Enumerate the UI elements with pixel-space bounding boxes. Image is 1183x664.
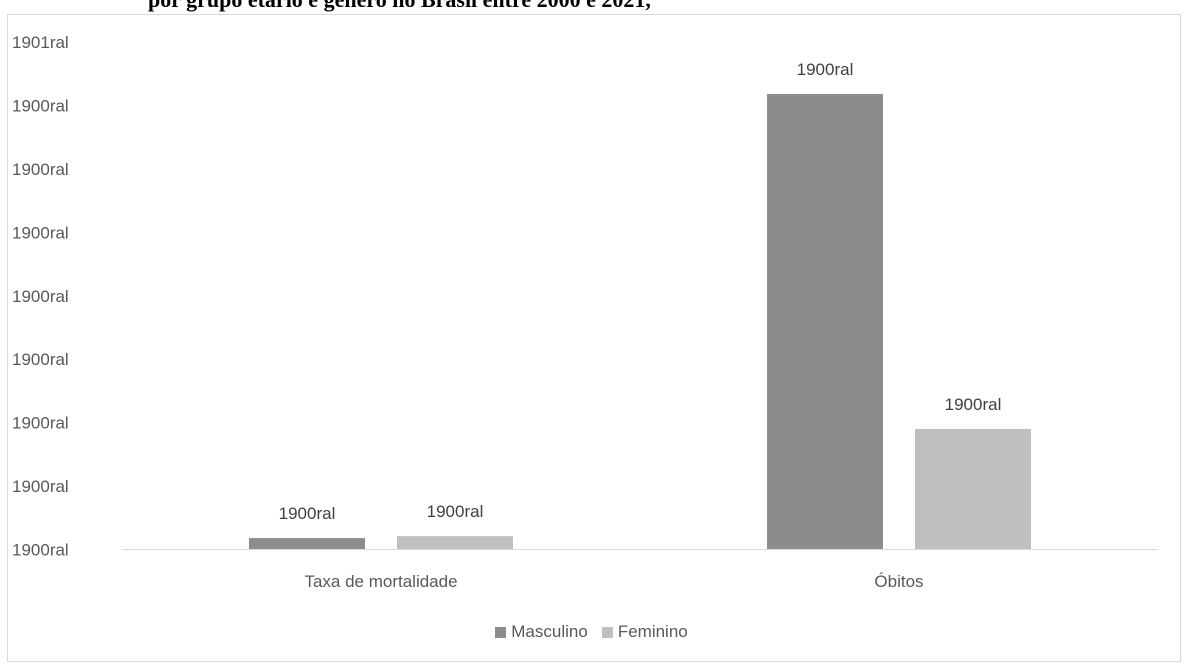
y-tick-label: 1900ral — [12, 414, 69, 433]
legend-item-feminino: Feminino — [601, 622, 688, 642]
data-label: 1900ral — [279, 504, 336, 523]
x-axis-labels: Taxa de mortalidade Óbitos — [304, 572, 923, 591]
bar-feminino-0 — [397, 536, 513, 550]
y-tick-label: 1901ral — [12, 33, 69, 52]
data-label: 1900ral — [427, 502, 484, 521]
y-tick-label: 1900ral — [12, 350, 69, 369]
bar-masculino-0 — [249, 538, 365, 550]
y-tick-label: 1900ral — [12, 477, 69, 496]
y-tick-label: 1900ral — [12, 223, 69, 242]
x-category-label: Óbitos — [874, 572, 923, 591]
legend-swatch-masculino — [495, 626, 507, 638]
y-tick-label: 1900ral — [12, 96, 69, 115]
y-tick-label: 1900ral — [12, 160, 69, 179]
y-tick-label: 1900ral — [12, 287, 69, 306]
legend-label-masculino: Masculino — [511, 622, 588, 641]
chart-frame — [7, 14, 1181, 662]
data-label: 1900ral — [945, 395, 1002, 414]
legend-item-masculino: Masculino — [495, 622, 588, 642]
bar-feminino-1 — [915, 428, 1031, 550]
page-title: por grupo etário e género no Brasil entr… — [148, 0, 651, 14]
bar-masculino-1 — [767, 94, 883, 550]
y-axis-ticks: 1900ral 1900ral 1900ral 1900ral 1900ral 1900r… — [12, 33, 69, 560]
legend-swatch-feminino — [601, 626, 613, 638]
bars — [249, 94, 1031, 550]
legend-label-feminino: Feminino — [617, 622, 688, 641]
legend: Masculino Feminino — [0, 622, 1183, 642]
data-label: 1900ral — [797, 60, 854, 79]
y-tick-label: 1900ral — [12, 541, 69, 560]
x-category-label: Taxa de mortalidade — [304, 572, 457, 591]
data-labels: 1900ral 1900ral 1900ral 1900ral — [279, 60, 1002, 523]
